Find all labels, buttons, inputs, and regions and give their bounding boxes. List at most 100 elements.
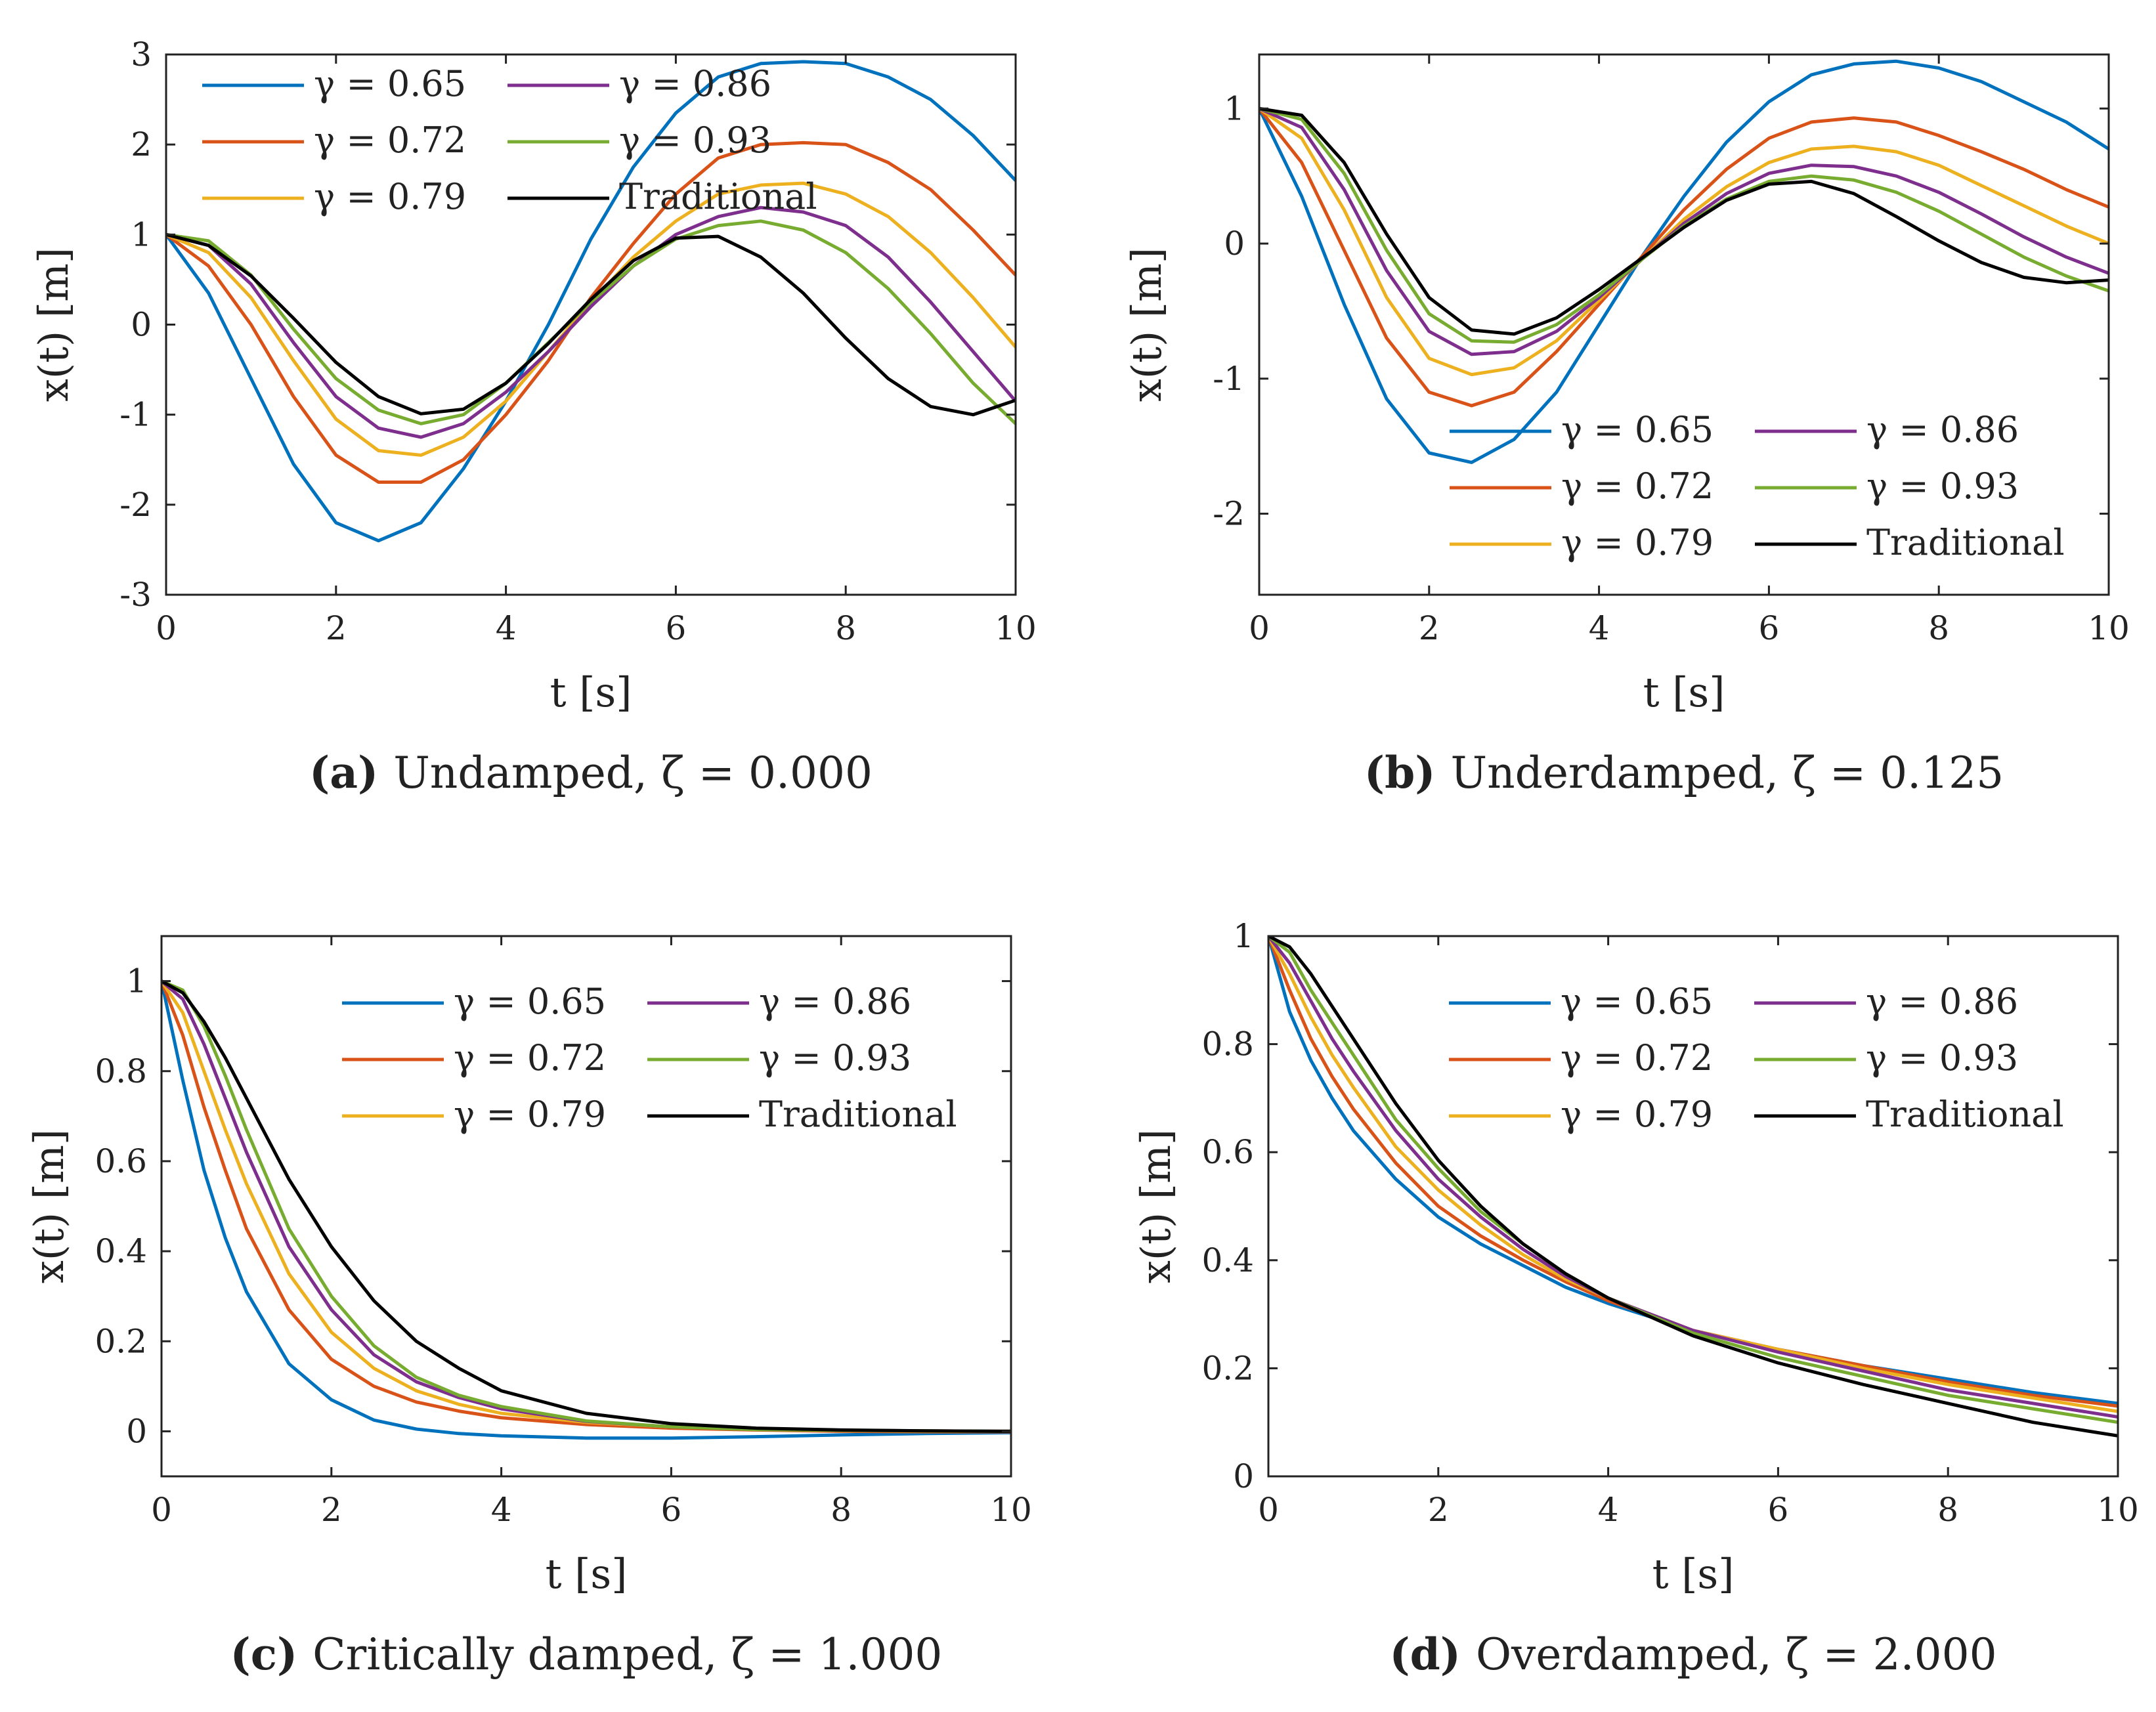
caption-label: (d) (1389, 1629, 1476, 1680)
legend-entry: Traditional (759, 1094, 957, 1135)
legend-entry: γ = 0.93 (1866, 1037, 2018, 1079)
y-tick-label: 2 (131, 125, 152, 163)
legend-entry: γ = 0.65 (454, 981, 606, 1022)
axes-box (1267, 935, 2119, 1478)
series-line (162, 981, 1011, 1440)
y-tick-label: 0 (131, 306, 152, 344)
x-tick-label: 4 (491, 1491, 512, 1529)
series-line (166, 60, 1016, 543)
legend-entry: γ = 0.86 (619, 63, 771, 104)
x-tick-label: 10 (2097, 1491, 2139, 1529)
legend-entry: γ = 0.79 (1561, 522, 1714, 563)
y-tick-label: 0.4 (1201, 1241, 1254, 1279)
legend-entry: γ = 0.93 (619, 119, 771, 161)
x-axis-label: t [s] (1652, 1550, 1735, 1598)
legend: γ = 0.65 γ = 0.72 γ = 0.79 γ = 0.86 γ = 0.93… (342, 981, 957, 1135)
legend-entry: γ = 0.86 (1866, 409, 2019, 450)
panel-d: 0 2 4 6 8 10 0 0.2 0.4 0.6 0.8 1 t [s] x(t) [m] γ = 0.… (1132, 917, 2139, 1680)
y-tick-label: 1 (1224, 89, 1245, 127)
legend-entry: γ = 0.65 (1561, 409, 1714, 450)
y-tick-label: 0.8 (1201, 1025, 1254, 1063)
series-line (1259, 106, 2109, 336)
x-tick-label: 0 (151, 1491, 172, 1529)
x-tick-label: 2 (326, 609, 347, 647)
series-line (1259, 107, 2109, 377)
series-line (166, 232, 1016, 417)
series-line (1268, 936, 2118, 1438)
series-line (166, 140, 1016, 484)
legend: γ = 0.65 γ = 0.72 γ = 0.79 γ = 0.86 γ = 0.93… (202, 63, 817, 217)
y-tick-label: 0 (126, 1412, 147, 1450)
series-line (166, 219, 1016, 425)
x-tick-label: 8 (1928, 609, 1949, 647)
x-tick-label: 2 (1428, 1491, 1449, 1529)
y-tick-label: 0.6 (95, 1142, 147, 1180)
legend-entry: γ = 0.72 (1561, 465, 1714, 507)
legend-entry: γ = 0.79 (1561, 1094, 1713, 1135)
panel-caption: (d) Overdamped, ζ = 2.000 (1389, 1629, 1996, 1680)
y-axis-label: x(t) [m] (30, 247, 77, 402)
y-tick-label: -1 (119, 396, 152, 434)
y-tick-label: 1 (1233, 917, 1254, 955)
axes-box (1258, 53, 2110, 596)
x-tick-label: 4 (1598, 1491, 1619, 1529)
legend-entry: γ = 0.72 (1561, 1037, 1713, 1079)
legend-entry: γ = 0.93 (759, 1037, 911, 1079)
y-tick-label: 3 (131, 35, 152, 74)
panel-c: 0 2 4 6 8 10 0 0.2 0.4 0.6 0.8 1 t [s] x(t) [m] γ = 0.… (25, 935, 1032, 1680)
legend-entry: γ = 0.79 (314, 176, 466, 217)
legend-entry: γ = 0.72 (454, 1037, 606, 1079)
x-tick-label: 6 (660, 1491, 681, 1529)
caption-text: Undamped, ζ = 0.000 (393, 748, 873, 798)
x-tick-label: 2 (1419, 609, 1440, 647)
axes-box (165, 53, 1017, 596)
x-axis-label: t [s] (550, 668, 632, 716)
caption-label: (b) (1364, 747, 1451, 798)
x-tick-label: 0 (1258, 1491, 1279, 1529)
legend-entry: γ = 0.72 (314, 119, 466, 161)
x-tick-label: 8 (830, 1491, 852, 1529)
x-tick-label: 4 (496, 609, 517, 647)
y-tick-label: 1 (126, 962, 147, 1000)
legend-entry: Traditional (1866, 1094, 2064, 1135)
y-tick-label: 0.2 (1201, 1349, 1254, 1387)
panel-caption: (c) Critically damped, ζ = 1.000 (230, 1629, 943, 1680)
legend-entry: γ = 0.93 (1866, 465, 2019, 507)
x-tick-label: 6 (1758, 609, 1779, 647)
y-tick-label: -3 (119, 576, 152, 614)
x-tick-label: 10 (990, 1491, 1032, 1529)
x-tick-label: 4 (1589, 609, 1610, 647)
caption-text: Critically damped, ζ = 1.000 (313, 1629, 942, 1680)
caption-text: Underdamped, ζ = 0.125 (1450, 748, 2004, 798)
y-tick-label: -2 (1213, 495, 1245, 533)
panel-caption: (a) Undamped, ζ = 0.000 (309, 747, 873, 798)
caption-text: Overdamped, ζ = 2.000 (1476, 1629, 1997, 1680)
x-tick-label: 10 (2088, 609, 2130, 647)
legend-entry: Traditional (619, 176, 817, 217)
caption-label: (a) (309, 747, 393, 798)
series-line (162, 979, 1011, 1433)
x-tick-label: 8 (1937, 1491, 1958, 1529)
legend-entry: γ = 0.86 (1866, 981, 2018, 1022)
x-tick-label: 0 (1249, 609, 1270, 647)
legend-entry: Traditional (1866, 522, 2065, 563)
legend: γ = 0.65 γ = 0.72 γ = 0.79 γ = 0.86 γ = 0.93… (1450, 409, 2065, 563)
series-line (1259, 106, 2109, 344)
x-tick-label: 10 (995, 609, 1037, 647)
legend-entry: γ = 0.65 (1561, 981, 1713, 1022)
legend-entry: γ = 0.79 (454, 1094, 606, 1135)
panel-caption: (b) Underdamped, ζ = 0.125 (1364, 747, 2004, 798)
y-tick-label: 0 (1233, 1457, 1254, 1495)
series-line (1268, 936, 2118, 1419)
series-line (1268, 936, 2118, 1413)
y-tick-label: 0.4 (95, 1232, 147, 1270)
y-tick-label: 0 (1224, 225, 1245, 263)
x-tick-label: 2 (321, 1491, 342, 1529)
x-axis-label: t [s] (546, 1550, 628, 1598)
legend-entry: γ = 0.65 (314, 63, 466, 104)
x-tick-label: 0 (156, 609, 177, 647)
legend-entry: γ = 0.86 (759, 981, 911, 1022)
